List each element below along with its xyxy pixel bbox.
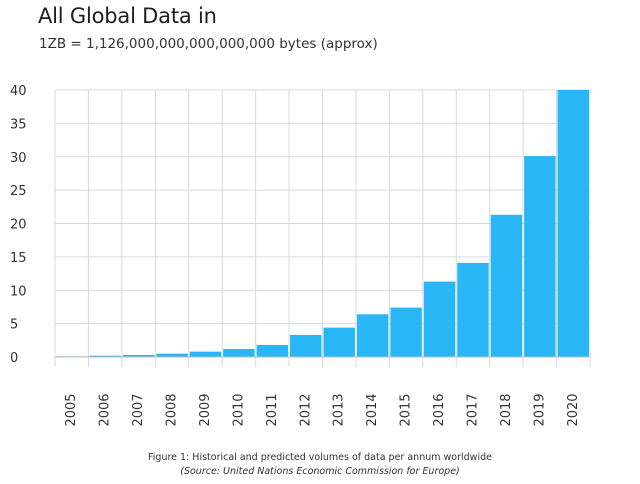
x-tick-label: 2007 — [131, 393, 146, 426]
bar-2014 — [356, 314, 389, 357]
x-tick-label: 2014 — [365, 393, 380, 426]
bar-2009 — [189, 351, 222, 357]
bar-2006 — [89, 355, 121, 357]
figure-caption: Figure 1: Historical and predicted volum… — [148, 452, 492, 463]
bar-2010 — [223, 348, 255, 357]
x-tick-label: 2006 — [98, 393, 113, 426]
x-tick-label: 2015 — [399, 393, 414, 426]
bar-2011 — [256, 344, 289, 357]
x-tick-label: 2013 — [332, 393, 347, 426]
y-tick-label: 35 — [10, 117, 27, 132]
x-tick-label: 2005 — [64, 393, 79, 426]
bar-2016 — [423, 281, 456, 357]
x-tick-label: 2016 — [432, 393, 447, 426]
y-tick-label: 40 — [10, 84, 27, 99]
chart-title: All Global Data in — [38, 4, 217, 28]
bar-2020 — [557, 90, 589, 357]
x-tick-label: 2012 — [298, 393, 313, 426]
bar-2017 — [457, 262, 489, 357]
y-tick-label: 0 — [10, 351, 18, 366]
y-tick-label: 10 — [10, 284, 27, 299]
bar-2012 — [290, 334, 322, 357]
x-tick-label: 2019 — [532, 393, 547, 426]
x-tick-label: 2018 — [499, 393, 514, 426]
x-tick-label: 2017 — [465, 393, 480, 426]
chart-subtitle: 1ZB = 1,126,000,000,000,000,000 bytes (a… — [39, 36, 378, 52]
y-tick-label: 15 — [10, 251, 27, 266]
y-tick-label: 30 — [10, 151, 27, 166]
bar-chart: 0 5 10 15 20 25 30 35 40 2005 2006 2007 2008 2009 2010… — [10, 84, 591, 427]
x-tick-label: 2020 — [566, 393, 581, 426]
figure-source: (Source: United Nations Economic Commiss… — [180, 466, 460, 477]
bar-2015 — [390, 307, 422, 357]
y-tick-label: 20 — [10, 218, 27, 233]
bar-2013 — [323, 327, 355, 357]
y-tick-label: 5 — [10, 318, 18, 333]
bar-2019 — [524, 156, 556, 357]
bar-2008 — [156, 353, 188, 357]
bar-2018 — [490, 214, 523, 357]
bar-2007 — [122, 354, 155, 357]
x-tick-label: 2009 — [198, 393, 213, 426]
x-tick-label: 2008 — [165, 393, 180, 426]
y-tick-label: 25 — [10, 184, 27, 199]
x-tick-label: 2010 — [231, 393, 246, 426]
x-tick-label: 2011 — [265, 393, 280, 426]
